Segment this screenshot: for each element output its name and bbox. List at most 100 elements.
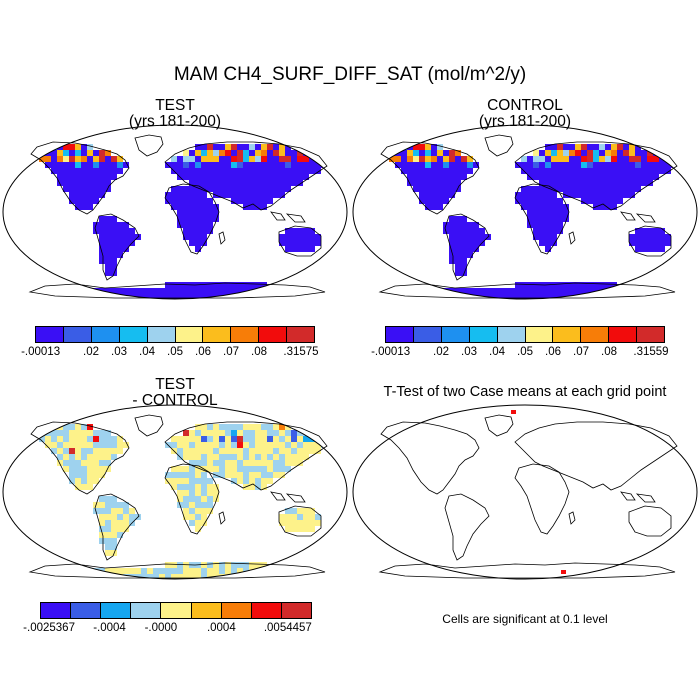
grid-cell [207,478,213,484]
grid-cell [111,240,117,246]
grid-cell [87,442,93,448]
grid-cell [69,288,75,294]
grid-cell [45,162,51,168]
control-colorbar-swatch [581,327,610,342]
grid-cell [545,234,551,240]
grid-cell [273,144,279,150]
grid-cell [237,424,243,430]
grid-cell [285,454,291,460]
grid-cell [207,216,213,222]
grid-cell [231,430,237,436]
grid-cell [291,460,297,466]
grid-cell [279,180,285,186]
grid-cell [545,192,551,198]
grid-cell [81,568,87,574]
test-map-border [2,124,348,300]
grid-cell [593,186,599,192]
grid-cell [309,240,315,246]
grid-cell [291,240,297,246]
grid-cell [605,168,611,174]
grid-cell [455,240,461,246]
grid-cell [165,562,171,568]
control-map-border [352,124,698,300]
grid-cell [455,258,461,264]
grid-cell [249,430,255,436]
grid-cell [183,496,189,502]
grid-cell [653,246,659,252]
grid-cell [533,294,539,299]
control-map [352,124,698,300]
grid-cell [201,288,207,294]
grid-cell [105,156,111,162]
control-colorbar-label: .08 [601,346,617,358]
grid-cell [449,162,455,168]
grid-cell [261,156,267,162]
grid-cell [635,234,641,240]
grid-cell [177,162,183,168]
grid-cell [171,204,177,210]
grid-cell [207,490,213,496]
grid-cell [425,288,431,294]
grid-cell [189,222,195,228]
grid-cell [231,562,237,568]
grid-cell [593,144,599,150]
grid-cell [99,258,105,264]
grid-cell [267,568,273,574]
grid-cell [255,204,261,210]
test-colorbar-labels: -.00013.02.03.04.05.06.07.08.31575 [21,346,319,362]
grid-cell [267,436,273,442]
grid-cell [75,288,81,294]
grid-cell [551,198,557,204]
grid-cell [75,186,81,192]
grid-cell [569,192,575,198]
test-colorbar-swatch [36,327,64,342]
grid-cell [309,234,315,240]
grid-cell [237,430,243,436]
grid-cell [617,186,623,192]
grid-cell [153,568,159,574]
grid-cell [165,478,171,484]
grid-cell [467,162,473,168]
grid-cell [551,282,557,288]
grid-cell [533,210,539,216]
grid-cell [527,168,533,174]
grid-cell [297,508,303,514]
grid-cell [177,192,183,198]
grid-cell [237,162,243,168]
grid-cell [455,180,461,186]
grid-cell [303,168,309,174]
grid-cell [75,174,81,180]
grid-cell [243,144,249,150]
grid-cell [443,180,449,186]
grid-cell [177,568,183,574]
grid-cell [497,294,503,299]
grid-cell [189,174,195,180]
grid-cell [425,186,431,192]
grid-cell [303,526,309,532]
grid-cell [267,198,273,204]
grid-cell [267,288,273,294]
grid-cell [431,150,437,156]
grid-cell [231,162,237,168]
grid-cell [237,436,243,442]
grid-cell [219,466,225,472]
grid-cell [63,156,69,162]
test-map [2,124,348,300]
grid-cell [93,162,99,168]
grid-cell [659,162,665,168]
grid-cell [57,288,63,294]
test-colorbar-swatch [91,327,120,342]
grid-cell [551,210,557,216]
grid-cell [545,210,551,216]
grid-cell [117,252,123,258]
grid-cell [219,568,225,574]
grid-cell [291,246,297,252]
grid-cell [51,436,57,442]
grid-cell [225,288,231,294]
grid-cell [69,198,75,204]
grid-cell [255,448,261,454]
grid-cell [105,436,111,442]
grid-cell [255,282,261,288]
grid-cell [533,174,539,180]
grid-cell [611,198,617,204]
